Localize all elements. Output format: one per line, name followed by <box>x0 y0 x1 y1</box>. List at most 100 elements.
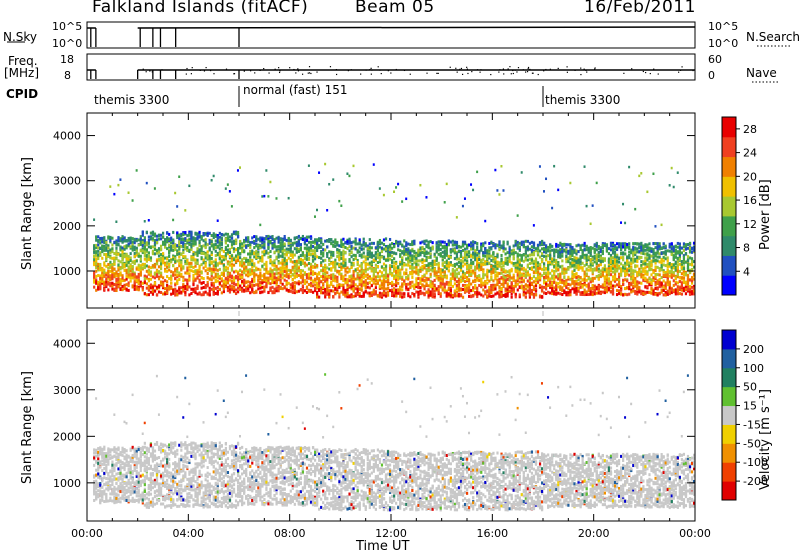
range-cell <box>210 244 213 248</box>
range-cell <box>423 287 426 291</box>
range-cell <box>419 259 422 263</box>
range-cell <box>228 190 231 193</box>
range-cell <box>224 241 228 245</box>
range-cell <box>455 275 459 279</box>
range-cell <box>166 283 169 287</box>
range-cell <box>259 246 262 250</box>
range-cell <box>103 236 106 240</box>
range-cell <box>249 281 252 285</box>
range-cell <box>447 269 450 273</box>
range-cell <box>366 246 369 250</box>
range-cell <box>350 255 353 259</box>
range-cell <box>486 271 489 275</box>
range-cell <box>326 292 329 296</box>
range-cell <box>194 289 197 293</box>
range-cell <box>463 240 467 244</box>
range-cell <box>472 188 475 192</box>
range-cell <box>198 234 201 238</box>
range-cell <box>216 289 219 293</box>
range-cell <box>141 247 144 251</box>
range-cell <box>297 265 300 269</box>
range-cell <box>121 258 124 262</box>
range-cell <box>423 241 426 245</box>
range-cell <box>97 235 100 239</box>
range-cell <box>419 291 422 295</box>
range-cell <box>492 242 495 246</box>
range-cell <box>346 247 349 251</box>
range-cell <box>135 285 138 289</box>
range-cell <box>461 248 465 252</box>
range-cell <box>285 259 288 263</box>
range-cell <box>285 262 288 266</box>
range-cell <box>249 245 252 249</box>
range-cell <box>155 293 159 297</box>
range-cell <box>502 240 505 244</box>
range-cell <box>429 272 432 276</box>
range-cell <box>372 288 375 292</box>
range-cell <box>409 286 412 290</box>
range-cell <box>103 246 106 250</box>
range-cell <box>500 276 503 280</box>
range-cell <box>378 269 382 273</box>
range-cell <box>93 254 96 258</box>
range-cell <box>512 287 515 291</box>
range-cell <box>200 276 203 280</box>
range-cell <box>267 291 270 295</box>
range-cell <box>508 271 511 275</box>
range-cell <box>328 284 331 288</box>
range-cell <box>249 285 252 289</box>
range-cell <box>453 251 457 255</box>
range-cell <box>301 261 305 265</box>
range-cell <box>514 261 517 265</box>
range-cell <box>421 240 424 244</box>
range-cell <box>226 270 230 274</box>
range-cell <box>216 276 219 280</box>
range-cell <box>328 182 331 186</box>
nave-dot <box>516 71 518 73</box>
range-cell <box>180 234 183 238</box>
range-cell <box>518 258 521 262</box>
range-cell <box>271 280 274 284</box>
range-cell <box>182 266 185 270</box>
range-cell <box>356 285 359 289</box>
range-cell <box>476 245 479 249</box>
range-cell <box>196 272 199 276</box>
range-cell <box>184 239 187 243</box>
range-cell <box>370 291 373 295</box>
range-cell <box>496 283 499 287</box>
nsearch-tick-bottom: 10^0 <box>708 37 739 50</box>
range-cell <box>465 259 469 263</box>
range-cell <box>508 251 511 255</box>
range-cell <box>494 243 497 247</box>
nave-dot <box>566 66 568 68</box>
range-cell <box>202 233 205 237</box>
range-cell <box>518 271 521 275</box>
range-cell <box>305 273 309 277</box>
range-cell <box>301 269 305 273</box>
range-cell <box>285 247 288 251</box>
range-cell <box>401 262 404 266</box>
range-cell <box>176 293 179 297</box>
range-cell <box>206 271 209 275</box>
range-cell <box>334 244 337 248</box>
range-cell <box>502 249 505 253</box>
range-cell <box>204 264 207 268</box>
range-cell <box>403 249 406 253</box>
range-cell <box>149 258 153 262</box>
range-cell <box>500 262 503 266</box>
range-cell <box>461 204 464 208</box>
range-cell <box>153 243 157 247</box>
nave-dot <box>279 70 281 72</box>
range-cell <box>311 290 315 294</box>
range-cell <box>255 253 258 257</box>
range-cell <box>214 258 217 262</box>
range-cell <box>214 254 217 258</box>
range-cell <box>490 247 493 251</box>
range-cell <box>236 235 240 239</box>
range-cell <box>342 252 345 256</box>
range-cell <box>480 268 483 272</box>
range-cell <box>488 246 491 250</box>
range-cell <box>206 280 209 284</box>
range-cell <box>168 262 171 266</box>
range-cell <box>364 285 367 289</box>
